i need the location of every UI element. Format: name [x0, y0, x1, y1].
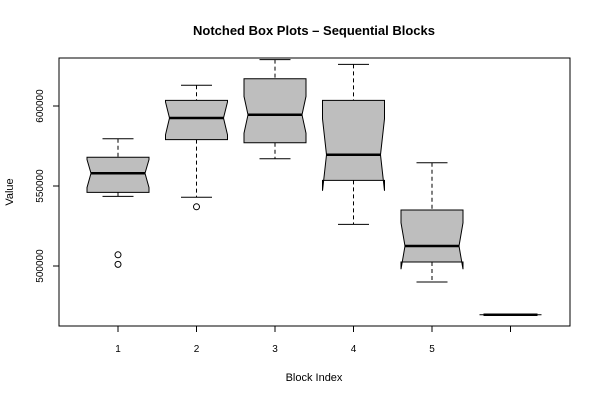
box-5 — [400, 162, 464, 283]
x-tick-label: 3 — [272, 344, 278, 355]
outlier-point — [114, 260, 122, 268]
x-tick-label: 5 — [429, 344, 435, 355]
x-axis: 1 2 3 4 5 — [115, 325, 511, 355]
x-tick-label: 2 — [194, 344, 200, 355]
notched-box — [86, 156, 150, 193]
box-4 — [322, 63, 385, 225]
x-axis-label: Block Index — [286, 372, 343, 384]
x-tick-label: 1 — [115, 344, 121, 355]
y-tick-label: 550000 — [35, 169, 46, 203]
notched-box — [400, 209, 464, 270]
box-3 — [243, 59, 307, 160]
box-2 — [165, 84, 228, 211]
x-tick-label: 4 — [351, 344, 357, 355]
y-axis-label: Value — [4, 178, 16, 205]
outlier-point — [193, 203, 200, 211]
y-tick-label: 600000 — [35, 89, 46, 123]
notched-box — [322, 99, 385, 191]
box-1 — [86, 138, 150, 268]
y-axis: 500000 550000 600000 — [35, 89, 60, 283]
y-tick-label: 500000 — [35, 249, 46, 283]
box-plots — [86, 59, 542, 317]
notched-box — [165, 99, 228, 141]
outlier-point — [114, 251, 122, 259]
chart-title: Notched Box Plots – Sequential Blocks — [193, 23, 435, 38]
notched-box — [243, 78, 307, 144]
